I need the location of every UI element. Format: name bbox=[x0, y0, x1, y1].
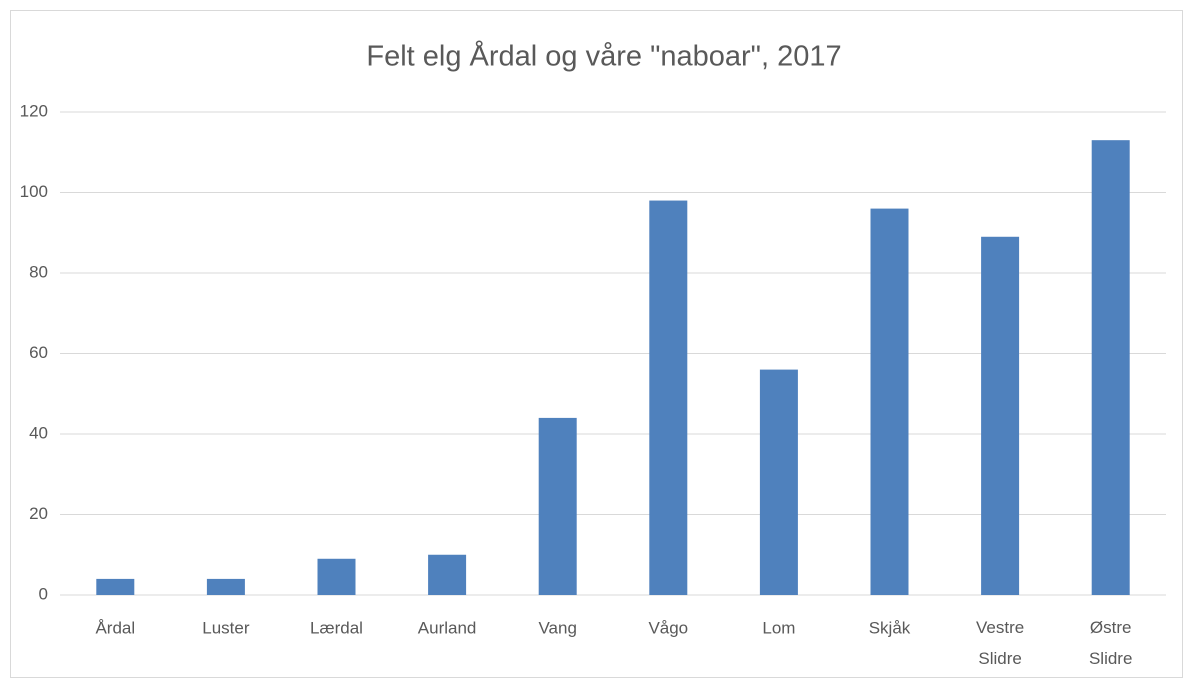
y-tick-label: 40 bbox=[29, 423, 48, 442]
bar bbox=[981, 236, 1020, 595]
bar bbox=[428, 554, 467, 595]
x-tick-label: Aurland bbox=[418, 618, 477, 637]
chart-title: Felt elg Årdal og våre "naboar", 2017 bbox=[366, 40, 841, 73]
y-tick-label: 60 bbox=[29, 343, 48, 362]
y-tick-label: 120 bbox=[20, 101, 48, 120]
bar bbox=[870, 208, 909, 595]
x-tick-label: Årdal bbox=[95, 618, 135, 637]
x-tick-label: Luster bbox=[202, 618, 250, 637]
y-tick-label: 100 bbox=[20, 182, 48, 201]
x-tick-label: Vågo bbox=[648, 618, 688, 637]
bar bbox=[317, 558, 356, 595]
bar bbox=[96, 578, 135, 595]
bar bbox=[759, 369, 798, 595]
x-tick-label: Østre Slidre bbox=[1089, 618, 1132, 668]
bar bbox=[649, 200, 688, 596]
bar bbox=[538, 417, 577, 595]
x-tick-label: Lom bbox=[762, 618, 795, 637]
bar bbox=[1091, 140, 1130, 596]
x-tick-label: Vang bbox=[538, 618, 576, 637]
x-tick-label: Vestre Slidre bbox=[976, 618, 1024, 668]
x-tick-label: Skjåk bbox=[869, 618, 911, 637]
x-tick-label: Lærdal bbox=[310, 618, 363, 637]
y-tick-label: 0 bbox=[39, 584, 48, 603]
bar bbox=[206, 578, 245, 595]
y-tick-label: 80 bbox=[29, 262, 48, 281]
y-tick-label: 20 bbox=[29, 504, 48, 523]
